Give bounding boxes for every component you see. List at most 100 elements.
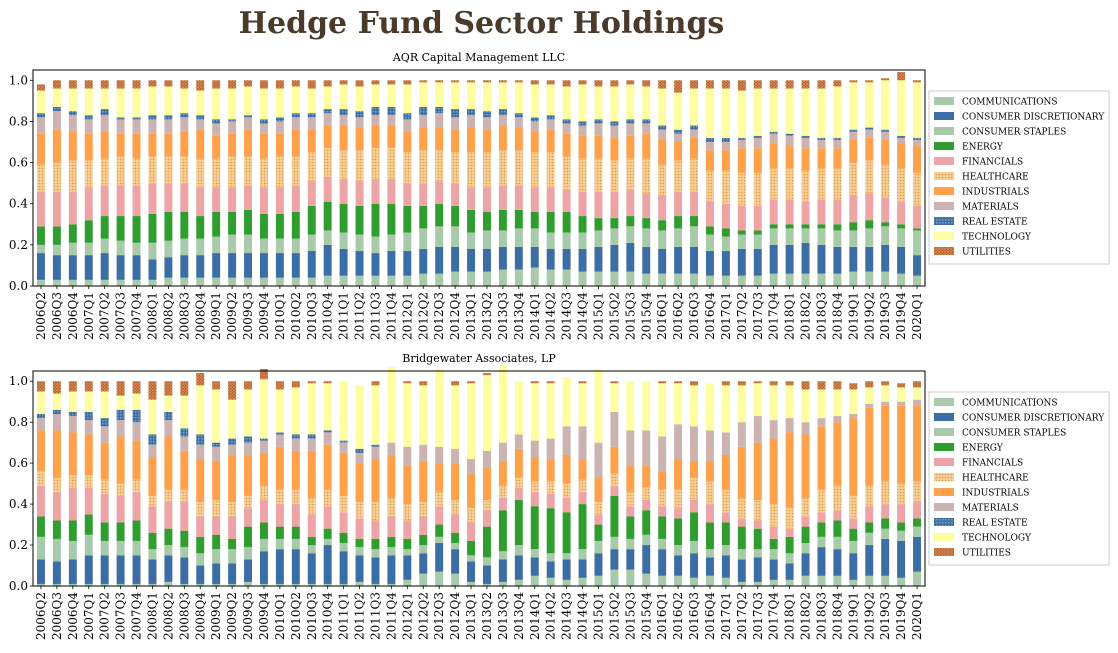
bar-communications [833,273,842,286]
bar-financials [164,502,173,529]
bar-communications [674,273,683,286]
bar-consumer-discretionary [578,248,587,272]
bar-technology [323,86,332,110]
bar-financials [435,506,444,525]
bar-healthcare [164,489,173,503]
bar-energy [291,211,300,239]
bar-financials [164,183,173,212]
bar-technology [68,88,77,112]
bar-consumer-discretionary [610,549,619,570]
bar-utilities [642,80,651,87]
bar-real-estate [897,135,906,138]
bar-utilities [769,80,778,89]
x-tick-label: 2011Q1 [337,592,351,640]
bar-consumer-staples [897,530,906,541]
bar-materials [482,450,491,468]
bar-industrials [275,133,284,157]
bar-communications [228,583,237,586]
bar-financials [467,187,476,210]
bar-materials [913,399,922,406]
bar-energy [307,205,316,235]
bar-technology [403,383,412,447]
bar-industrials [546,129,555,153]
bar-utilities [212,381,221,390]
bar-consumer-staples [36,536,45,560]
bar-financials [116,185,125,217]
bar-consumer-discretionary [482,248,491,272]
bar-financials [371,520,380,539]
bar-energy [913,518,922,527]
bar-utilities [148,80,157,87]
bar-materials [339,115,348,126]
bar-healthcare [180,489,189,503]
bar-healthcare [228,156,237,188]
x-tick-label: 2018Q3 [814,292,828,340]
bar-communications [865,271,874,286]
legend-label-communications: COMMUNICATIONS [962,98,1058,108]
bar-consumer-discretionary [387,555,396,584]
bar-energy [52,520,61,539]
bar-industrials [865,407,874,486]
bar-industrials [562,133,571,157]
bar-healthcare [610,160,619,192]
x-tick-label: 2007Q1 [82,292,96,340]
bar-industrials [164,436,173,490]
x-tick-label: 2015Q1 [591,592,605,640]
bar-consumer-staples [705,549,714,558]
bar-utilities [307,80,316,89]
bar-technology [387,84,396,108]
bar-industrials [84,434,93,476]
bar-consumer-discretionary [610,244,619,272]
bar-utilities [594,80,603,87]
x-tick-label: 2013Q2 [480,292,494,340]
bar-utilities [467,80,476,83]
bar-industrials [36,430,45,472]
bar-industrials [769,438,778,505]
bar-consumer-discretionary [36,559,45,584]
bar-financials [674,191,683,217]
bar-materials [100,426,109,443]
bar-real-estate [546,115,555,120]
bar-healthcare [148,495,157,507]
bar-healthcare [403,504,412,521]
bar-materials [801,137,810,149]
bar-utilities [897,72,906,81]
bar-financials [833,199,842,225]
bar-consumer-discretionary [498,559,507,582]
bar-real-estate [323,430,332,433]
bar-materials [546,119,555,130]
bar-healthcare [690,158,699,192]
bar-real-estate [275,432,284,435]
bar-utilities [817,381,826,390]
x-tick-label: 2015Q3 [623,592,637,640]
bar-technology [849,82,858,130]
bar-communications [148,583,157,586]
bar-materials [642,123,651,134]
bar-real-estate [594,119,603,124]
bar-energy [52,226,61,245]
bar-consumer-staples [546,553,555,562]
legend-swatch-consumer-discretionary [934,112,954,120]
bar-communications [626,569,635,586]
x-tick-label: 2014Q3 [560,592,574,640]
bar-consumer-staples [801,228,810,243]
bar-technology [769,88,778,132]
bar-materials [259,440,268,453]
bar-energy [833,520,842,537]
bar-financials [865,193,874,221]
bar-consumer-staples [674,228,683,247]
bar-communications [546,269,555,286]
bar-financials [339,179,348,204]
bar-technology [291,387,300,435]
bar-industrials [753,442,762,500]
bar-industrials [403,465,412,505]
bar-technology [52,88,61,108]
bar-consumer-discretionary [259,253,268,278]
bar-technology [196,385,205,435]
bar-consumer-discretionary [690,246,699,274]
bar-energy [674,216,683,229]
bar-materials [403,446,412,466]
bar-consumer-discretionary [897,540,906,578]
bar-energy [339,532,348,543]
